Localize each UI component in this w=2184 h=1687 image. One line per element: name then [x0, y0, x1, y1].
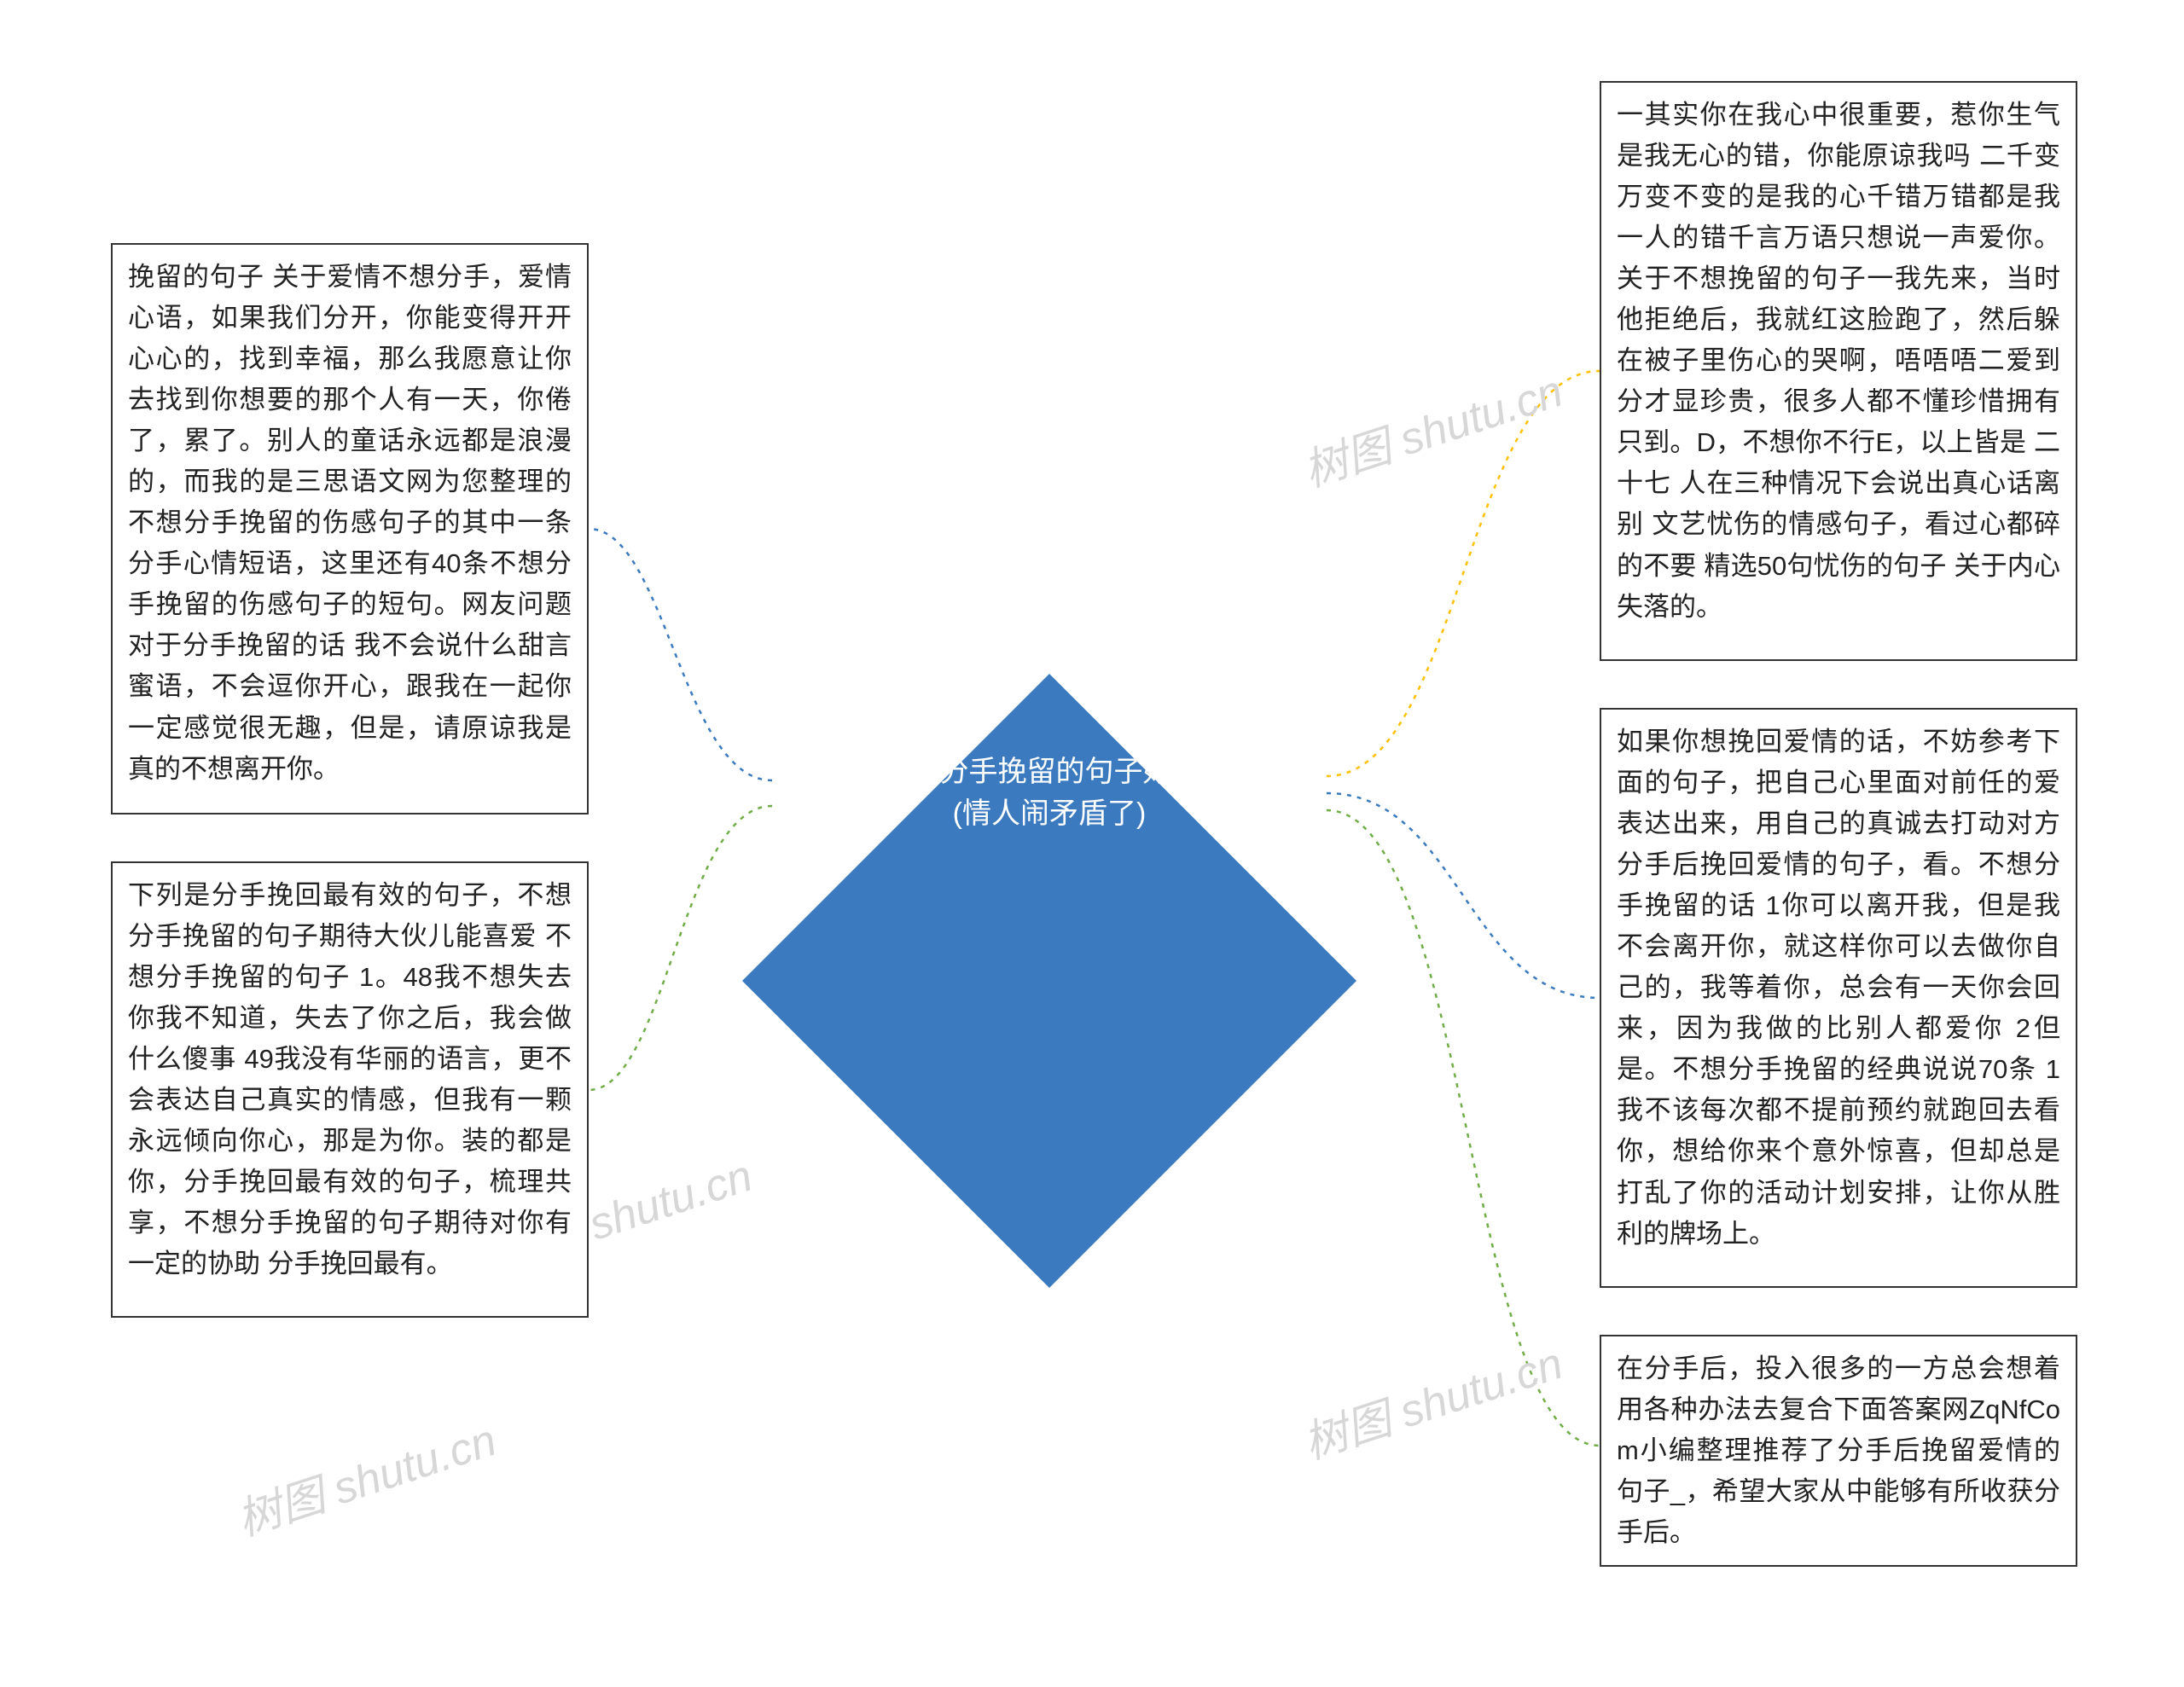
center-node: 不想分手挽留的句子好听_ (情人闹矛盾了)	[742, 674, 1356, 913]
leaf-right-3: 在分手后，投入很多的一方总会想着用各种办法去复合下面答案网ZqNfCom小编整理…	[1600, 1335, 2077, 1567]
connector	[1327, 371, 1600, 776]
watermark: 树图 shutu.cn	[228, 1404, 503, 1548]
watermark: 树图 shutu.cn	[1294, 1327, 1570, 1471]
center-title: 不想分手挽留的句子好听_ (情人闹矛盾了)	[882, 751, 1217, 836]
leaf-right-1: 一其实你在我心中很重要，惹你生气是我无心的错，你能原谅我吗 二千变万变不变的是我…	[1600, 81, 2077, 661]
center-title-line1: 不想分手挽留的句子好听_	[882, 756, 1217, 788]
connector	[1327, 810, 1600, 1446]
mindmap-canvas: 树图 shutu.cn树图 shutu.cn树图 shutu.cn树图 shut…	[0, 0, 2184, 1687]
connector	[1327, 793, 1600, 998]
leaf-left-1: 挽留的句子 关于爱情不想分手，爱情心语，如果我们分开，你能变得开开心心的，找到幸…	[111, 243, 589, 815]
center-title-line2: (情人闹矛盾了)	[953, 797, 1147, 830]
watermark: 树图 shutu.cn	[1294, 355, 1570, 499]
leaf-left-2: 下列是分手挽回最有效的句子，不想分手挽留的句子期待大伙儿能喜爱 不想分手挽留的句…	[111, 861, 589, 1318]
leaf-right-2: 如果你想挽回爱情的话，不妨参考下面的句子，把自己心里面对前任的爱表达出来，用自己…	[1600, 708, 2077, 1288]
